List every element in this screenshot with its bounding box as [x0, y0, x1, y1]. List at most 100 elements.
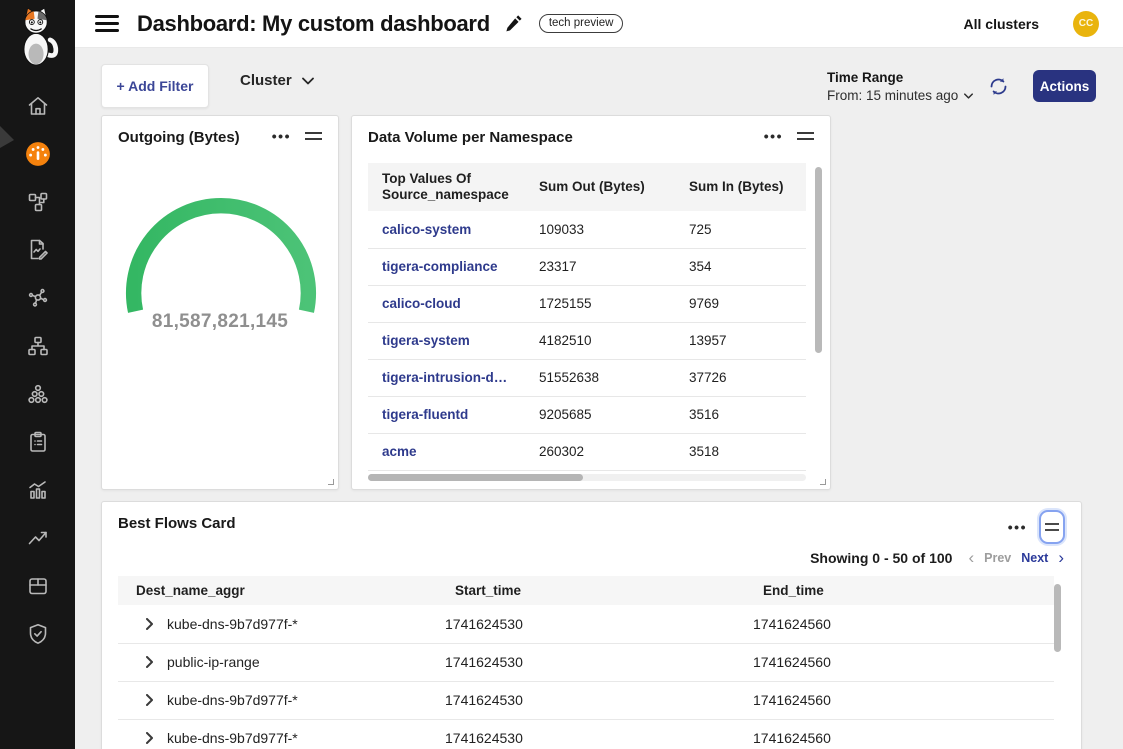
prev-button[interactable]: Prev: [984, 551, 1012, 565]
namespace-link[interactable]: calico-cloud: [382, 296, 461, 311]
chevron-left-icon[interactable]: ‹: [968, 548, 975, 567]
next-button[interactable]: Next: [1021, 551, 1049, 565]
time-range-value: From: 15 minutes ago: [827, 88, 959, 103]
expand-chevron-icon[interactable]: [146, 694, 153, 706]
sidebar-item-home[interactable]: [0, 82, 75, 130]
outgoing-bytes-card: Outgoing (Bytes) ••• 81,587,821,145: [101, 115, 339, 490]
table-row: kube-dns-9b7d977f-* 1741624530 174162456…: [118, 681, 1054, 720]
calico-cat-logo[interactable]: [14, 7, 60, 73]
namespace-link[interactable]: tigera-system: [382, 333, 470, 348]
table-row: tigera-system 4182510 13957: [368, 322, 806, 360]
refresh-button[interactable]: [988, 76, 1009, 102]
sidebar-item-endpoints[interactable]: [0, 322, 75, 370]
clipboard-icon: [29, 431, 46, 452]
sum-out-value: 1725155: [525, 285, 675, 323]
chevron-right-icon[interactable]: ›: [1058, 548, 1064, 567]
table-row: tigera-compliance 23317 354: [368, 248, 806, 286]
chevron-down-icon: [301, 77, 314, 84]
card-menu-icon[interactable]: •••: [1007, 519, 1027, 535]
cluster-dropdown-label: Cluster: [240, 72, 292, 89]
namespace-table: Top Values Of Source_namespace Sum Out (…: [368, 163, 806, 471]
card-drag-handle-icon[interactable]: [305, 132, 322, 140]
cluster-dropdown[interactable]: Cluster: [240, 72, 314, 89]
sidebar-notch: [0, 126, 14, 148]
card-title: Outgoing (Bytes): [118, 129, 240, 146]
column-header[interactable]: Dest_name_aggr: [118, 576, 437, 605]
flows-table: Dest_name_aggr Start_time End_time kube-…: [118, 576, 1054, 749]
expand-chevron-icon[interactable]: [146, 617, 153, 630]
table-header-row: Top Values Of Source_namespace Sum Out (…: [368, 163, 806, 211]
column-header[interactable]: Top Values Of Source_namespace: [368, 163, 525, 211]
sidebar: [0, 0, 75, 749]
column-header[interactable]: Start_time: [437, 576, 745, 605]
expand-chevron-icon[interactable]: [146, 656, 153, 668]
expand-chevron-icon[interactable]: [146, 732, 153, 744]
sum-in-value: 3518: [675, 433, 806, 471]
network-graph-icon: [28, 288, 47, 307]
pagination: Showing 0 - 50 of 100 ‹ Prev Next ›: [810, 548, 1064, 567]
dest-name: kube-dns-9b7d977f-*: [167, 692, 298, 708]
sidebar-item-dashboards[interactable]: [0, 130, 75, 178]
horizontal-scrollbar-track: [368, 474, 806, 481]
sum-out-value: 109033: [525, 211, 675, 249]
card-drag-handle-focused[interactable]: [1039, 510, 1065, 544]
dest-name: public-ip-range: [167, 654, 260, 670]
box-icon: [28, 578, 47, 595]
add-filter-button[interactable]: + Add Filter: [101, 64, 209, 108]
refresh-icon: [990, 78, 1007, 95]
namespace-link[interactable]: tigera-intrusion-d…: [382, 370, 508, 385]
time-range-label: Time Range: [827, 70, 904, 85]
namespace-link[interactable]: tigera-fluentd: [382, 407, 469, 422]
table-header-row: Dest_name_aggr Start_time End_time: [118, 576, 1054, 605]
sidebar-item-activity[interactable]: [0, 466, 75, 514]
edit-pencil-icon[interactable]: [504, 14, 523, 33]
sum-in-value: 37726: [675, 359, 806, 397]
end-time: 1741624560: [745, 681, 1054, 720]
sidebar-item-threat-defense[interactable]: [0, 610, 75, 658]
report-edit-icon: [30, 239, 48, 260]
sum-in-value: 3516: [675, 396, 806, 434]
gauge-chart: [116, 198, 326, 318]
actions-button[interactable]: Actions: [1033, 70, 1096, 102]
card-menu-icon[interactable]: •••: [271, 128, 291, 144]
sidebar-item-flow-visualizations[interactable]: [0, 274, 75, 322]
sidebar-item-reports[interactable]: [0, 226, 75, 274]
sum-in-value: 354: [675, 248, 806, 286]
column-header[interactable]: End_time: [745, 576, 1054, 605]
time-range-picker[interactable]: Time Range From: 15 minutes ago: [827, 70, 974, 103]
horizontal-scrollbar[interactable]: [368, 474, 583, 481]
namespace-link[interactable]: tigera-compliance: [382, 259, 498, 274]
end-time: 1741624560: [745, 719, 1054, 749]
pagination-summary: Showing 0 - 50 of 100: [810, 550, 953, 566]
table-row: tigera-intrusion-d… 51552638 37726: [368, 359, 806, 397]
sum-out-value: 260302: [525, 433, 675, 471]
card-title: Best Flows Card: [118, 515, 236, 532]
sidebar-item-storage[interactable]: [0, 562, 75, 610]
column-header[interactable]: Sum Out (Bytes): [525, 163, 675, 211]
tech-preview-badge: tech preview: [538, 14, 624, 33]
table-row: acme 260302 3518: [368, 433, 806, 471]
namespace-link[interactable]: acme: [382, 444, 417, 459]
card-menu-icon[interactable]: •••: [763, 128, 783, 144]
sidebar-item-compliance[interactable]: [0, 418, 75, 466]
sidebar-item-service-graph[interactable]: [0, 178, 75, 226]
cluster-selector[interactable]: All clusters: [963, 15, 1039, 32]
vertical-scrollbar[interactable]: [815, 167, 822, 353]
vertical-scrollbar[interactable]: [1054, 584, 1061, 652]
dest-name: kube-dns-9b7d977f-*: [167, 615, 298, 632]
resize-handle[interactable]: [820, 479, 826, 485]
topology-icon: [28, 192, 47, 212]
namespace-link[interactable]: calico-system: [382, 221, 472, 237]
card-drag-handle-icon[interactable]: [797, 132, 814, 140]
cluster-dots-icon: [27, 384, 48, 404]
user-avatar[interactable]: CC: [1073, 10, 1099, 37]
sum-in-value: 725: [675, 211, 806, 249]
sidebar-item-trends[interactable]: [0, 514, 75, 562]
resize-handle[interactable]: [328, 479, 334, 485]
menu-hamburger-icon[interactable]: [95, 15, 119, 32]
sidebar-item-workloads[interactable]: [0, 370, 75, 418]
end-time: 1741624560: [745, 605, 1054, 644]
column-header[interactable]: Sum In (Bytes): [675, 163, 806, 211]
best-flows-card: Best Flows Card ••• Showing 0 - 50 of 10…: [101, 501, 1082, 749]
